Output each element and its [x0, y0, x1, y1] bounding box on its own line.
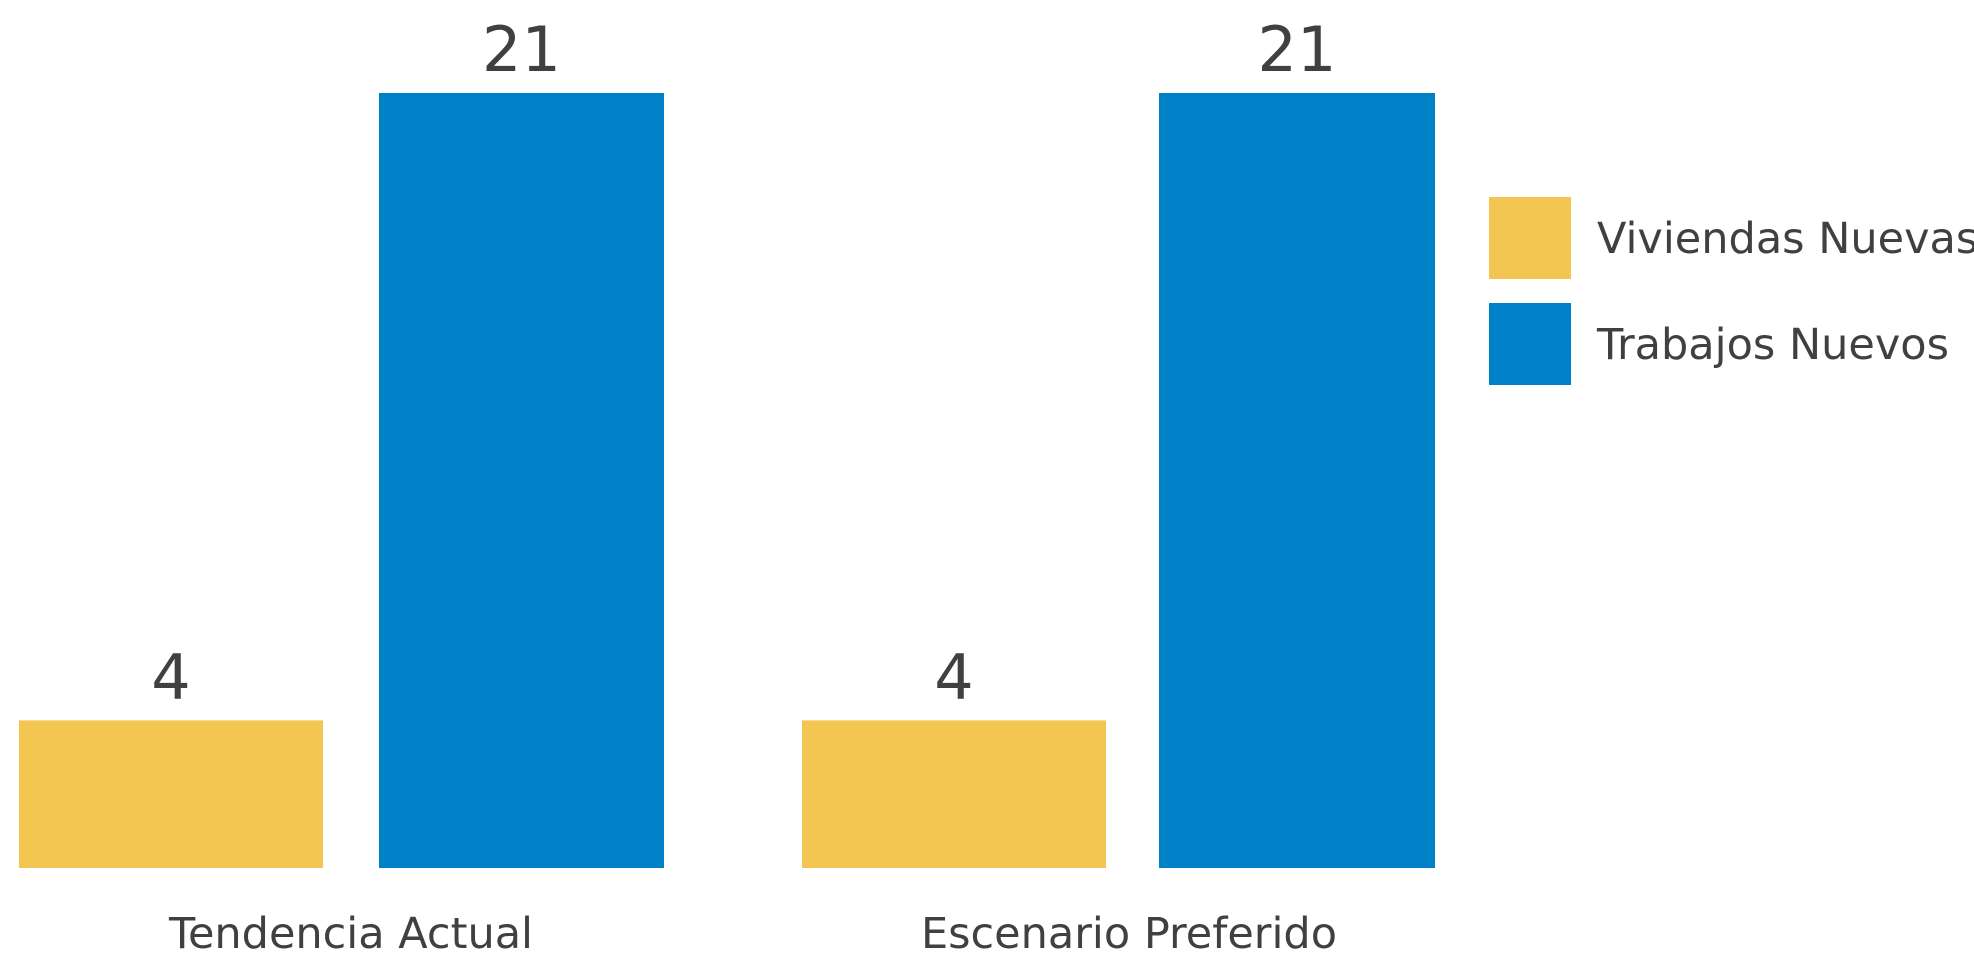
- legend-swatch-viviendas-nuevas: [1489, 197, 1571, 279]
- category-label-escenario-preferido: Escenario Preferido: [921, 909, 1337, 959]
- data-label-viviendas-nuevas-tendencia-actual: 4: [151, 640, 190, 713]
- data-label-viviendas-nuevas-escenario-preferido: 4: [934, 640, 973, 713]
- bars-layer: [19, 93, 1435, 868]
- value-labels-layer: 4 21 4 21: [151, 13, 1336, 713]
- data-label-trabajos-nuevos-tendencia-actual: 21: [482, 13, 561, 86]
- category-labels-layer: Tendencia Actual Escenario Preferido: [168, 909, 1337, 959]
- legend-swatch-trabajos-nuevos: [1489, 303, 1571, 385]
- legend-label-trabajos-nuevos: Trabajos Nuevos: [1596, 320, 1949, 370]
- bar-trabajos-nuevos-escenario-preferido: [1159, 93, 1435, 868]
- bar-trabajos-nuevos-tendencia-actual: [379, 93, 664, 868]
- legend: Viviendas Nuevas Trabajos Nuevos: [1489, 197, 1974, 385]
- bar-viviendas-nuevas-escenario-preferido: [802, 720, 1106, 868]
- category-label-tendencia-actual: Tendencia Actual: [168, 909, 533, 959]
- data-label-trabajos-nuevos-escenario-preferido: 21: [1258, 13, 1337, 86]
- bar-viviendas-nuevas-tendencia-actual: [19, 720, 323, 868]
- legend-label-viviendas-nuevas: Viviendas Nuevas: [1597, 214, 1974, 264]
